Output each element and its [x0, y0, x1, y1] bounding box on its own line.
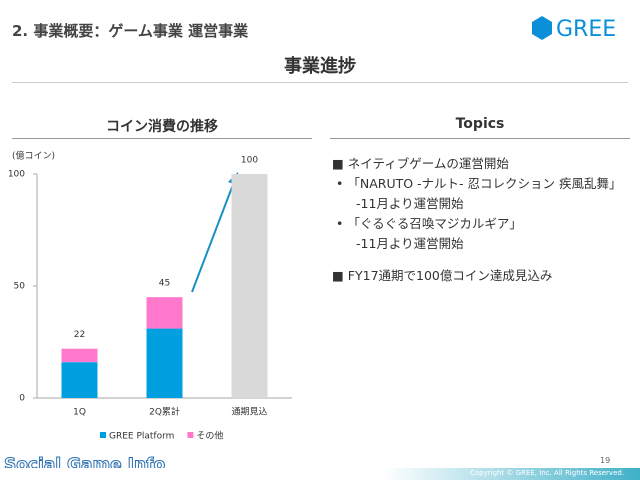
sub-topic-note: -11月より運営開始	[356, 236, 464, 251]
y-axis-label: (億コイン)	[12, 150, 55, 162]
page-number: 19	[600, 456, 611, 465]
bar-segment	[61, 348, 98, 363]
forecast-bar	[231, 174, 268, 398]
total-label: 22	[74, 330, 85, 340]
sub-topic-text: 「NARUTO -ナルト- 忍コレクション 疾風乱舞」	[336, 174, 632, 194]
bar-segment	[146, 297, 183, 329]
y-tick-label: 100	[8, 170, 25, 180]
subtitle: 事業進捗	[284, 56, 356, 77]
x-tick-label: 2Q累計	[149, 406, 180, 418]
x-tick-label: 通期見込	[231, 407, 267, 418]
logo-mark: GREE	[532, 16, 616, 42]
divider	[12, 82, 628, 83]
total-label: 100	[241, 156, 258, 166]
legend-label: その他	[196, 430, 223, 442]
chart-heading: コイン消費の推移	[106, 119, 218, 135]
divider	[330, 138, 630, 139]
x-tick-label: 1Q	[73, 408, 86, 418]
bar-segment	[146, 328, 183, 398]
sub-topic: 「ぐるぐる召喚マジカルギア」 -11月より運営開始	[332, 214, 632, 254]
legend-label: GREE Platform	[109, 432, 174, 442]
topic: FY17通期で100億コイン達成見込み	[332, 266, 632, 286]
total-label: 45	[159, 279, 170, 289]
divider	[12, 138, 312, 139]
slide-title: 2. 事業概要：ゲーム事業 運営事業	[12, 22, 249, 40]
topics-heading: Topics	[455, 116, 505, 132]
sub-topic-text: 「ぐるぐる召喚マジカルギア」	[336, 214, 632, 234]
sub-topic-note: -11月より運営開始	[356, 196, 464, 211]
copyright: Copyright © GREE, Inc. All Rights Reserv…	[470, 469, 625, 477]
y-tick-label: 50	[14, 282, 26, 292]
legend-swatch	[187, 432, 194, 438]
topics: ネイティブゲームの運営開始「NARUTO -ナルト- 忍コレクション 疾風乱舞」…	[332, 154, 632, 286]
sub-topic: 「NARUTO -ナルト- 忍コレクション 疾風乱舞」 -11月より運営開始	[332, 174, 632, 214]
logo: GREE	[530, 14, 630, 50]
legend-swatch	[100, 432, 106, 438]
logo-text: GREE	[556, 17, 616, 42]
topic: ネイティブゲームの運営開始	[332, 154, 632, 174]
y-tick-label: 0	[19, 394, 25, 404]
bar-segment	[61, 362, 98, 398]
arrow	[191, 181, 235, 293]
footer-bar	[0, 468, 640, 480]
chart: (億コイン) 0 50 100 22 1Q 45 2Q累計 100 通期見込 GREE Platf…	[8, 150, 292, 442]
